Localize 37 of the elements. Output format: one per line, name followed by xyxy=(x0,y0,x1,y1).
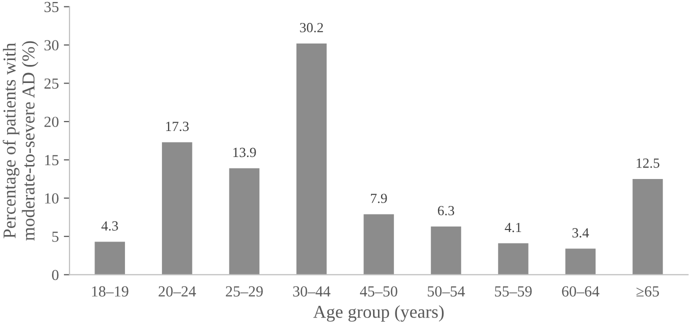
y-tick-label: 0 xyxy=(52,270,58,280)
bar xyxy=(162,142,192,275)
y-tick-label: 10 xyxy=(45,193,58,204)
y-axis-title: Percentage of patients with moderate-to-severe AD (%) xyxy=(2,41,38,241)
y-tick-label: 20 xyxy=(44,116,58,128)
x-tick-label: 25–29 xyxy=(226,286,263,297)
x-tick-label: 55–59 xyxy=(495,286,532,297)
x-tick-label: 60–64 xyxy=(562,286,600,297)
y-tick-label: 25 xyxy=(44,78,58,89)
data-label: 30.2 xyxy=(300,22,323,32)
data-label: 3.4 xyxy=(572,228,589,238)
x-tick-label: ≥65 xyxy=(636,286,659,297)
bar xyxy=(430,226,462,275)
x-tick-label: 20–24 xyxy=(158,286,196,297)
data-label: 4.3 xyxy=(101,221,118,231)
bar xyxy=(632,178,663,275)
data-label: 4.1 xyxy=(504,222,522,232)
x-tick-label: 45–50 xyxy=(360,286,398,297)
bar xyxy=(296,43,327,275)
y-tick-label: 30 xyxy=(44,40,58,50)
data-label: 13.9 xyxy=(233,148,256,158)
bar xyxy=(565,248,596,275)
data-label: 12.5 xyxy=(636,158,660,168)
data-label: 17.3 xyxy=(166,122,189,132)
x-tick-label: 50–54 xyxy=(428,286,465,297)
data-label: 6.3 xyxy=(438,206,454,216)
x-axis-title: Age group (years) xyxy=(313,305,444,322)
data-label: 7.9 xyxy=(371,194,387,204)
y-tick-label: 35 xyxy=(44,2,58,12)
x-tick-label: 18–19 xyxy=(92,286,128,297)
bar xyxy=(364,214,394,275)
x-tick-label: 30–44 xyxy=(293,286,330,297)
bar xyxy=(94,242,125,275)
y-tick-label: 15 xyxy=(45,155,58,166)
y-tick-label: 5 xyxy=(52,232,58,242)
bar xyxy=(498,243,528,275)
bar xyxy=(229,168,260,275)
